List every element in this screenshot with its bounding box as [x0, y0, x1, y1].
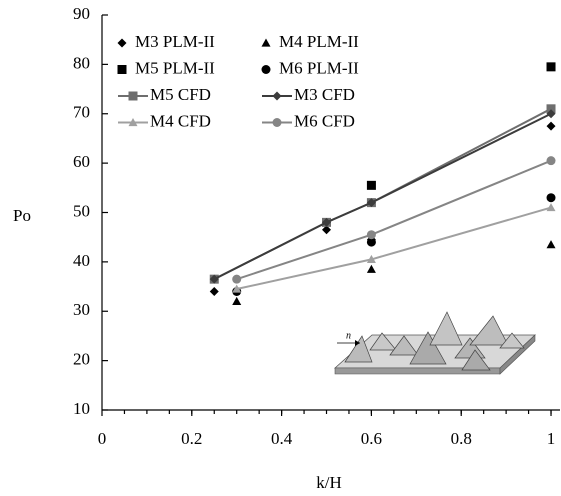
marker	[128, 91, 138, 101]
legend-item: M6 CFD	[262, 111, 355, 130]
y-tick-label: 40	[73, 251, 90, 270]
x-tick-label: 0	[98, 429, 107, 448]
marker	[232, 296, 242, 305]
legend-item: M6 PLM-II	[261, 58, 359, 77]
legend-label: M6 PLM-II	[279, 58, 359, 77]
y-tick-label: 50	[73, 201, 90, 220]
legend-item: M3 PLM-II	[117, 32, 215, 51]
marker	[209, 287, 219, 296]
marker	[546, 240, 556, 249]
marker	[232, 274, 242, 284]
legend-item: M4 CFD	[118, 111, 211, 130]
y-tick-label: 30	[73, 300, 90, 319]
series-line	[236, 206, 552, 291]
legend-item: M5 PLM-II	[117, 58, 215, 77]
series-line	[236, 159, 552, 281]
legend-item: M4 PLM-II	[261, 32, 359, 51]
y-tick-label: 10	[73, 399, 90, 418]
marker	[209, 274, 219, 284]
marker	[261, 38, 271, 47]
inset-diagram: n	[333, 311, 537, 375]
y-tick-label: 20	[73, 350, 90, 369]
marker	[366, 180, 376, 190]
legend-label: M4 PLM-II	[279, 32, 359, 51]
marker	[366, 254, 376, 264]
marker	[272, 118, 282, 127]
marker	[322, 225, 332, 235]
marker	[366, 198, 376, 208]
series-line	[213, 112, 552, 281]
marker	[546, 203, 556, 212]
y-tick-label: 60	[73, 152, 90, 171]
legend-label: M5 PLM-II	[135, 58, 215, 77]
x-tick-label: 0.6	[361, 429, 382, 448]
marker	[261, 65, 271, 74]
legend-label: M4 CFD	[150, 111, 211, 130]
legend-label: M3 PLM-II	[135, 32, 215, 51]
marker	[546, 62, 556, 72]
marker	[546, 193, 556, 203]
x-axis-label: k/H	[316, 473, 342, 492]
legend-item: M3 CFD	[262, 85, 355, 104]
marker	[546, 109, 556, 119]
marker	[366, 264, 376, 273]
legend-label: M6 CFD	[294, 111, 355, 130]
marker	[546, 121, 556, 131]
marker	[117, 65, 127, 74]
marker	[232, 284, 242, 293]
marker	[128, 118, 138, 127]
marker	[366, 230, 376, 240]
x-tick-label: 0.2	[181, 429, 202, 448]
legend-label: M3 CFD	[294, 85, 355, 104]
y-tick-label: 70	[73, 103, 90, 122]
marker	[272, 91, 282, 101]
legend-item: M5 CFD	[118, 85, 211, 104]
y-tick-label: 90	[73, 4, 90, 23]
x-tick-label: 0.8	[451, 429, 472, 448]
marker	[546, 156, 556, 166]
y-tick-label: 80	[73, 53, 90, 72]
marker	[546, 104, 556, 114]
inset-label: n	[346, 330, 351, 341]
x-tick-label: 1	[547, 429, 556, 448]
y-axis-label: Po	[13, 206, 31, 225]
marker	[117, 38, 127, 48]
legend-label: M5 CFD	[150, 85, 211, 104]
marker	[322, 217, 332, 227]
x-tick-label: 0.4	[271, 429, 293, 448]
marker	[366, 237, 376, 247]
